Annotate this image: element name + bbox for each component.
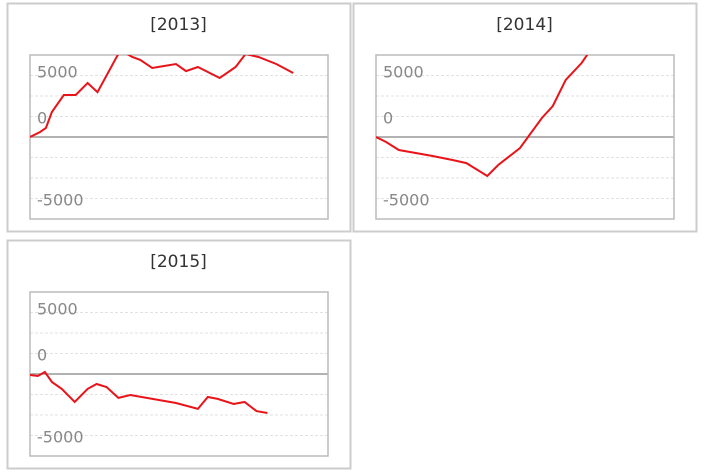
panel: [2013] -5000 0 5000 xyxy=(6,2,352,233)
y-tick-label: 5000 xyxy=(37,300,78,319)
panel-border xyxy=(352,2,698,233)
data-line xyxy=(376,55,589,178)
panel-title: [2013] xyxy=(150,15,207,35)
panel: [2014] -5000 0 5000 xyxy=(352,2,698,233)
y-tick-label: 0 xyxy=(37,346,47,365)
y-tick-label: -5000 xyxy=(37,191,84,210)
plot-border xyxy=(29,291,329,457)
y-tick-label: 0 xyxy=(37,109,47,128)
y-tick-label: -5000 xyxy=(383,191,430,210)
data-line xyxy=(30,55,294,138)
data-line xyxy=(30,370,268,414)
panel-title: [2015] xyxy=(150,252,207,272)
panel-border xyxy=(6,239,352,470)
panel-border xyxy=(6,2,352,233)
panel-title: [2014] xyxy=(496,15,553,35)
y-tick-label: 0 xyxy=(383,109,393,128)
y-tick-label: 5000 xyxy=(383,63,424,82)
y-tick-label: -5000 xyxy=(37,428,84,447)
y-tick-label: 5000 xyxy=(37,63,78,82)
panel: [2015] -5000 0 5000 xyxy=(6,239,352,470)
